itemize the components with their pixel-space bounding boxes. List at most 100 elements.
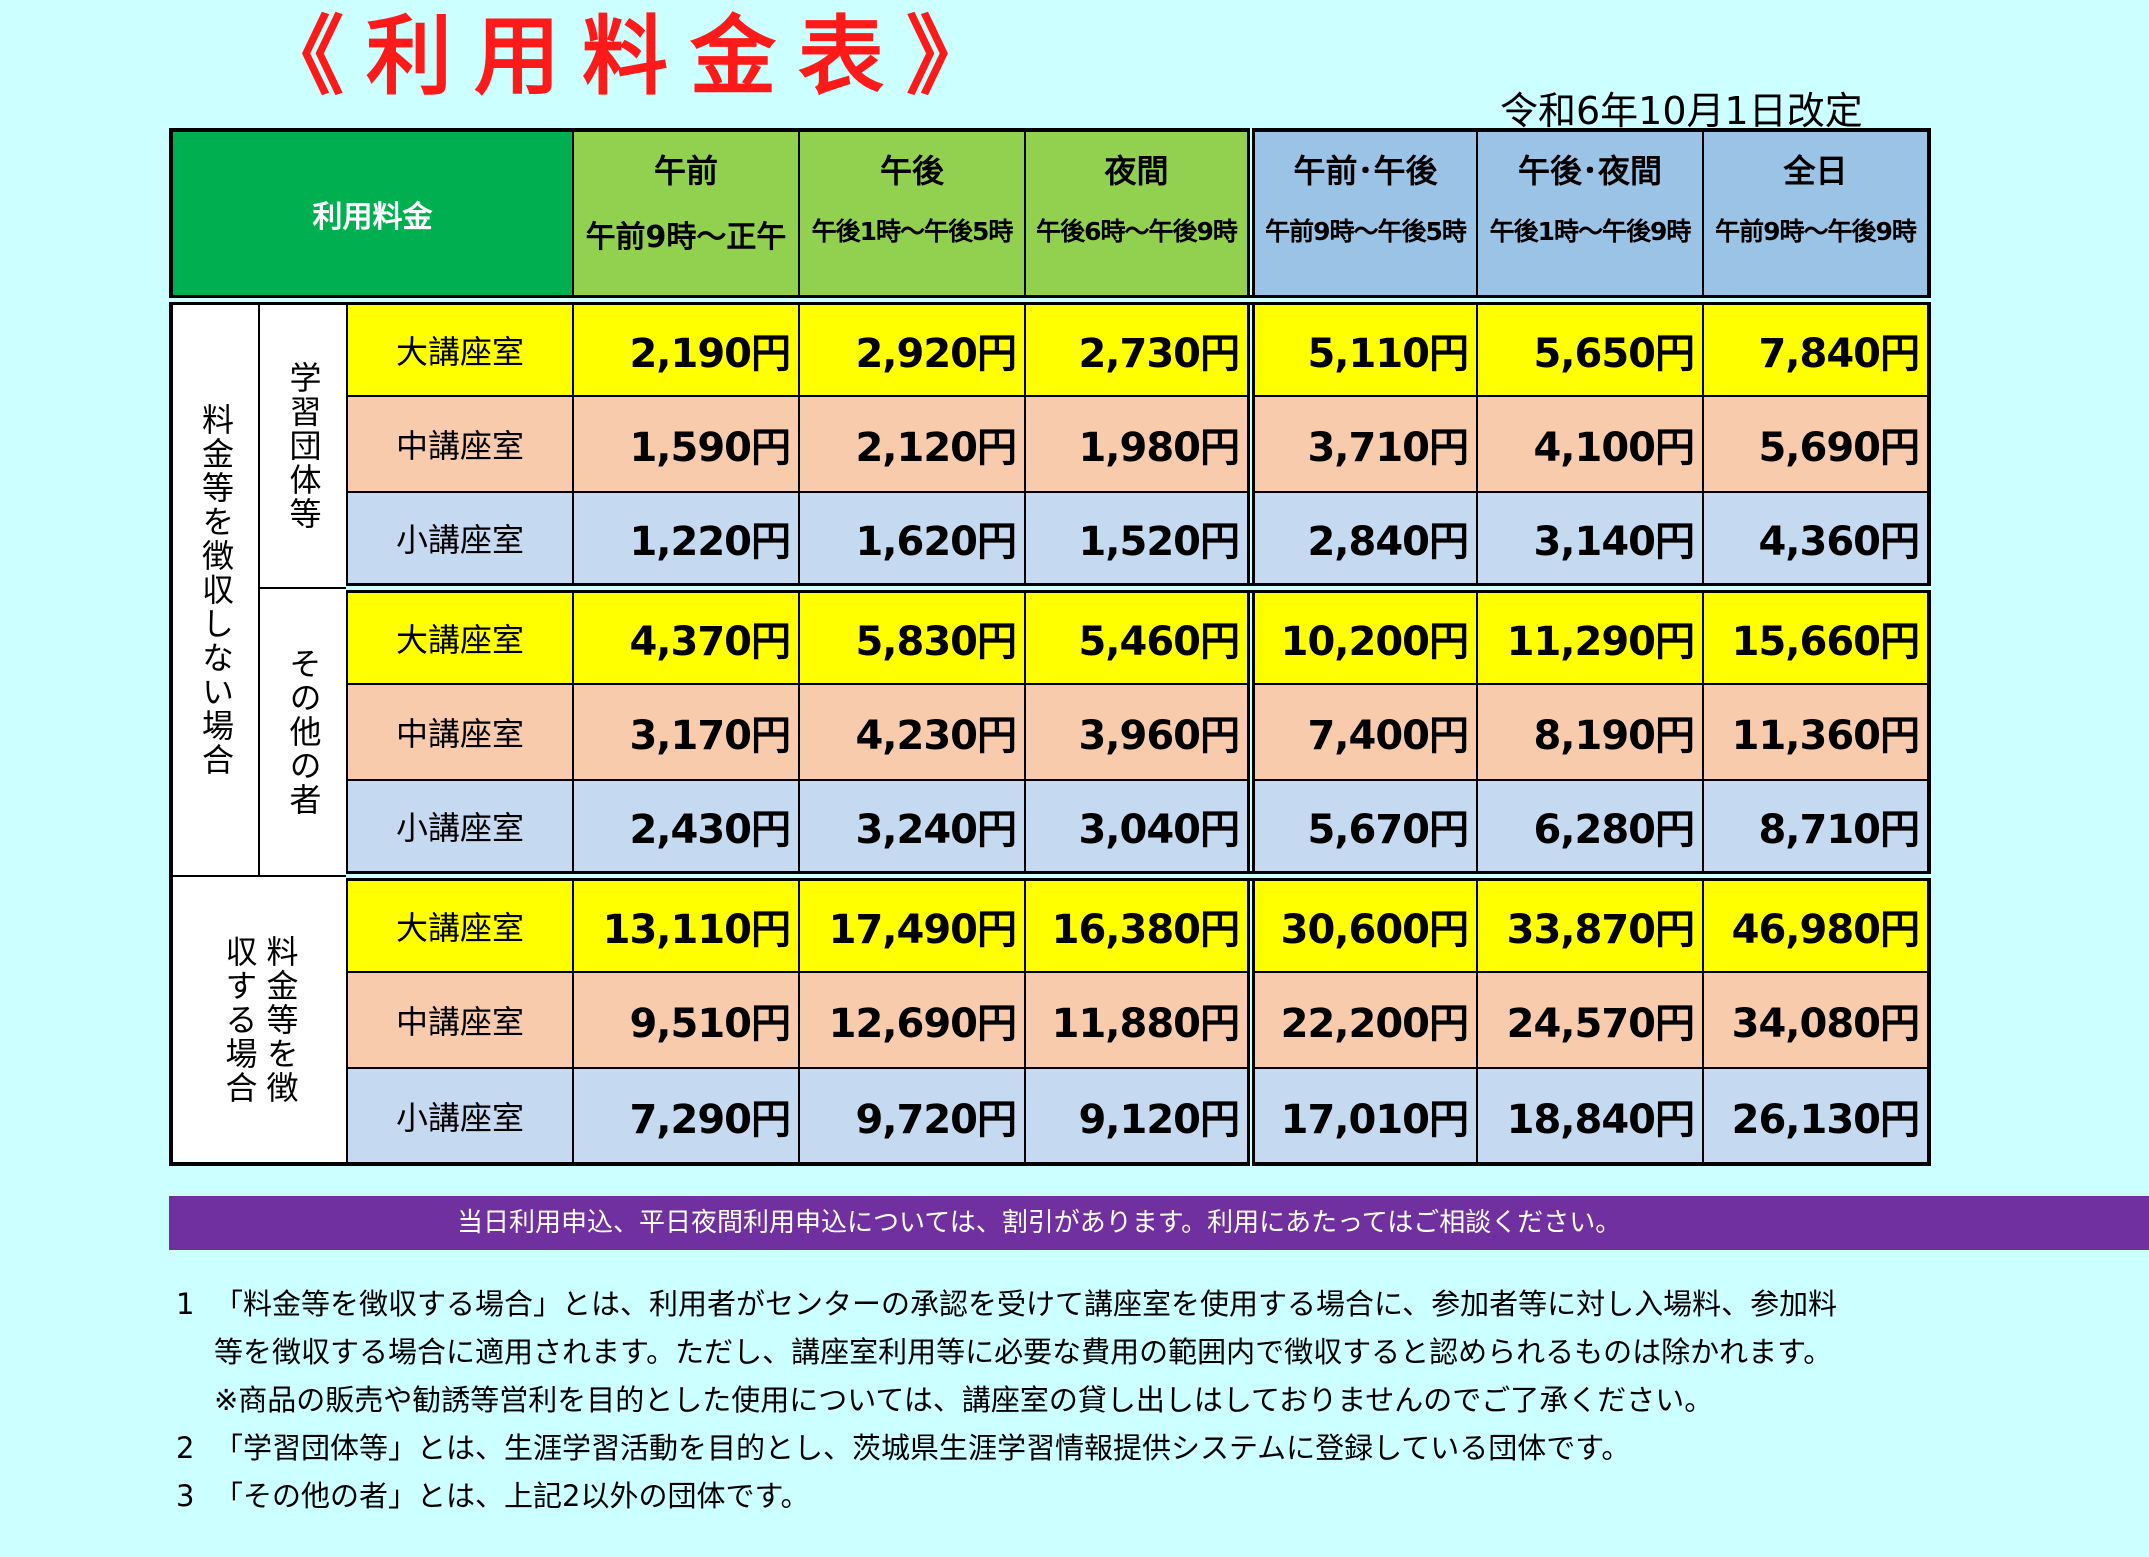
fee-cell: 3,170円 [572,683,800,781]
column-time: 午後1時～午後5時 [811,217,1014,246]
fee-cell: 4,360円 [1702,491,1930,593]
fee-cell: 24,570円 [1476,971,1704,1069]
fee-cell: 4,370円 [572,587,800,685]
fee-cell: 2,430円 [572,779,800,881]
group-label: 学習団体等 [284,361,323,531]
room-name: 大講座室 [346,875,574,973]
fee-cell: 34,080円 [1702,971,1930,1069]
fee-cell: 26,130円 [1702,1067,1930,1165]
fee-cell: 17,010円 [1247,1067,1478,1165]
note-text: 「その他の者」とは、上記2以外の団体です。 [214,1479,810,1513]
fee-cell: 11,360円 [1702,683,1930,781]
fee-cell: 15,660円 [1702,587,1930,685]
note-text: 「料金等を徴収する場合」とは、利用者がセンターの承認を受けて講座室を使用する場合… [214,1287,1838,1321]
note-number: 3 [176,1479,195,1513]
page-title: 《利用料金表》 [258,7,1014,107]
column-name: 午前･午後 [1293,152,1438,190]
fee-cell: 9,120円 [1024,1067,1252,1165]
fee-cell: 2,190円 [572,299,800,397]
room-name: 中講座室 [346,395,574,493]
column-name: 午後 [879,152,944,190]
fee-cell: 9,720円 [798,1067,1026,1165]
fee-cell: 1,980円 [1024,395,1252,493]
fee-cell: 46,980円 [1702,875,1930,973]
room-name: 小講座室 [346,491,574,593]
note-2: 2 「学習団体等」とは、生涯学習活動を目的とし、茨城県生涯学習情報提供システムに登… [176,1424,2116,1472]
fee-cell: 33,870円 [1476,875,1704,973]
fee-cell: 2,730円 [1024,299,1252,397]
column-header-full-day: 全日 午前9時～午後9時 [1702,129,1930,305]
note-1: 1 「料金等を徴収する場合」とは、利用者がセンターの承認を受けて講座室を使用する場… [176,1280,2116,1328]
note-number: 1 [176,1287,195,1321]
column-time: 午前9時～午後5時 [1265,217,1467,246]
fee-cell: 2,920円 [798,299,1026,397]
fee-cell: 3,140円 [1476,491,1704,593]
group-label: その他の者 [284,647,323,817]
column-time: 午後6時～午後9時 [1036,217,1238,246]
note-3: 3 「その他の者」とは、上記2以外の団体です。 [176,1472,2116,1520]
column-time: 午後1時～午後9時 [1489,217,1692,246]
fee-cell: 18,840円 [1476,1067,1704,1165]
fee-cell: 3,710円 [1247,395,1478,493]
column-name: 夜間 [1104,152,1169,190]
fee-cell: 11,880円 [1024,971,1252,1069]
fee-cell: 3,240円 [798,779,1026,881]
fee-cell: 10,200円 [1247,587,1478,685]
fee-cell: 4,230円 [798,683,1026,781]
fee-cell: 30,600円 [1247,875,1478,973]
revision-date: 令和6年10月1日改定 [1500,89,1863,133]
column-time: 午前9時～正午 [585,220,787,255]
header-label: 利用料金 [170,129,574,305]
fee-cell: 2,120円 [798,395,1026,493]
fee-cell: 6,280円 [1476,779,1704,881]
fee-cell: 3,040円 [1024,779,1252,881]
fee-cell: 8,190円 [1476,683,1704,781]
discount-notice: 当日利用申込、平日夜間利用申込については、割引があります。利用にあたってはご相談… [169,1196,2149,1250]
fee-cell: 7,400円 [1247,683,1478,781]
fee-cell: 5,690円 [1702,395,1930,493]
room-name: 小講座室 [346,779,574,881]
note-number: 2 [176,1431,195,1465]
note-text: ※商品の販売や勧誘等営利を目的とした使用については、講座室の貸し出しはしておりま… [214,1383,1714,1417]
fee-cell: 11,290円 [1476,587,1704,685]
room-name: 大講座室 [346,587,574,685]
note-text: 等を徴収する場合に適用されます。ただし、講座室利用等に必要な費用の範囲内で徴収す… [214,1335,1833,1369]
group-others: その他の者 [258,587,348,877]
fee-cell: 22,200円 [1247,971,1478,1069]
fee-cell: 13,110円 [572,875,800,973]
column-name: 全日 [1783,152,1848,190]
column-name: 午前 [653,152,718,190]
fee-cell: 1,620円 [798,491,1026,593]
fee-cell: 8,710円 [1702,779,1930,881]
fee-cell: 2,840円 [1247,491,1478,593]
note-text: 「学習団体等」とは、生涯学習活動を目的とし、茨城県生涯学習情報提供システムに登録… [214,1431,1631,1465]
column-header-morning: 午前 午前9時～正午 [572,129,800,305]
fee-cell: 5,110円 [1247,299,1478,397]
fee-cell: 17,490円 [798,875,1026,973]
column-header-morning-afternoon: 午前･午後 午前9時～午後5時 [1247,129,1478,305]
note-1-continued: 等を徴収する場合に適用されます。ただし、講座室利用等に必要な費用の範囲内で徴収す… [176,1328,2116,1376]
column-header-afternoon-evening: 午後･夜間 午後1時～午後9時 [1476,129,1704,305]
fee-cell: 4,100円 [1476,395,1704,493]
room-name: 大講座室 [346,299,574,397]
fee-cell: 7,290円 [572,1067,800,1165]
fee-cell: 1,520円 [1024,491,1252,593]
group-with-fee: 料金等を徴収する場合 [170,875,348,1165]
fee-cell: 5,460円 [1024,587,1252,685]
fee-cell: 1,220円 [572,491,800,593]
note-1-remark: ※商品の販売や勧誘等営利を目的とした使用については、講座室の貸し出しはしておりま… [176,1376,2116,1424]
fee-cell: 12,690円 [798,971,1026,1069]
fee-cell: 5,650円 [1476,299,1704,397]
group-no-fee: 料金等を徴収しない場合 [170,299,260,877]
room-name: 小講座室 [346,1067,574,1165]
fee-cell: 7,840円 [1702,299,1930,397]
room-name: 中講座室 [346,683,574,781]
column-name: 午後･夜間 [1517,152,1662,190]
fee-table: 利用料金 午前 午前9時～正午 午後 午後1時～午後5時 夜間 午後6時～午後9… [169,128,1931,1166]
fee-cell: 16,380円 [1024,875,1252,973]
fee-cell: 9,510円 [572,971,800,1069]
column-time: 午前9時～午後9時 [1715,217,1917,246]
group-label: 料金等を徴収する場合 [220,934,300,1105]
fee-cell: 5,670円 [1247,779,1478,881]
fee-cell: 5,830円 [798,587,1026,685]
